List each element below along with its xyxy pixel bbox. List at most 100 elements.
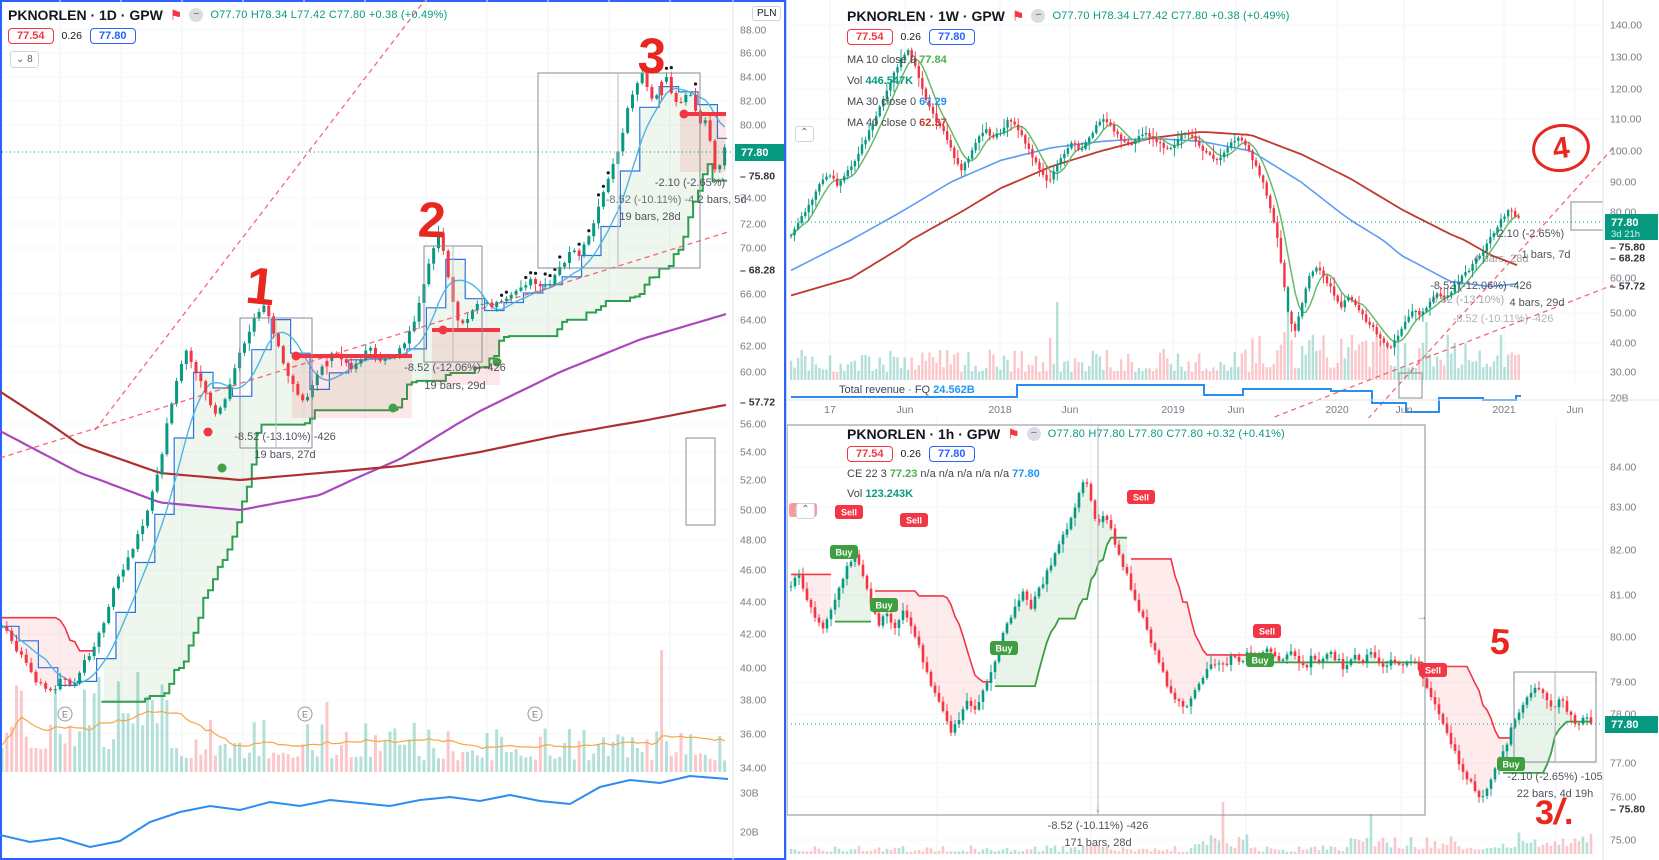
daily-price-chart[interactable]: E E E -8.52 (-13.10%) -426 19 bars, 27d -8.52…	[0, 0, 786, 860]
svg-text:→: →	[1416, 609, 1428, 623]
svg-text:54.00: 54.00	[740, 447, 766, 459]
svg-text:88.00: 88.00	[740, 25, 766, 37]
indicator-row-ma10[interactable]: MA 10 close 0 77.84	[847, 54, 947, 66]
bid-button[interactable]: 77.54	[847, 29, 893, 45]
svg-text:120.00: 120.00	[1610, 84, 1642, 96]
indicator-row-ma30[interactable]: MA 30 close 0 67.29	[847, 96, 947, 108]
ask-button[interactable]: 77.80	[928, 446, 975, 462]
flag-icon[interactable]: ⚑	[1007, 426, 1020, 442]
svg-text:19 bars, 28d: 19 bars, 28d	[619, 211, 680, 223]
svg-text:66.00: 66.00	[740, 289, 766, 301]
svg-text:-8.52 (-12.06%) -426: -8.52 (-12.06%) -426	[404, 362, 506, 374]
svg-text:17: 17	[824, 404, 836, 416]
svg-text:86.00: 86.00	[740, 48, 766, 60]
svg-text:76.00: 76.00	[1610, 792, 1636, 804]
svg-text:75.00: 75.00	[1610, 835, 1636, 847]
ohlc-readout-daily: O77.70 H78.34 L77.42 C77.80 +0.38 (+0.49…	[210, 9, 448, 21]
svg-text:-2.10 (-2.65%): -2.10 (-2.65%)	[655, 177, 725, 189]
symbol-title-weekly[interactable]: PKNORLEN · 1W · GPW	[847, 8, 1005, 24]
svg-text:90.00: 90.00	[1610, 177, 1636, 189]
svg-text:77.80: 77.80	[741, 147, 769, 159]
svg-text:– 75.80: – 75.80	[740, 171, 775, 183]
hand-drawn-annotation-2[interactable]: 2	[417, 191, 447, 249]
chart-panel-hourly[interactable]: ↓ → -8.52 (-10.11%) -426 171 bars, 28d -2.10…	[786, 418, 1659, 860]
svg-text:↓: ↓	[1095, 801, 1101, 815]
svg-text:2018: 2018	[988, 404, 1012, 416]
chart-panel-weekly[interactable]: -2.10 (-2.65%) 1 bars, 7d 4 bars, 28d -8.52…	[786, 0, 1659, 419]
weekly-price-chart[interactable]: -2.10 (-2.65%) 1 bars, 7d 4 bars, 28d -8.52…	[787, 0, 1659, 418]
svg-text:1 bars, 7d: 1 bars, 7d	[1522, 249, 1571, 261]
hand-drawn-annotation-5[interactable]: 5	[1488, 620, 1512, 663]
indicator-row-ce[interactable]: CE 22 3 77.23 n/a n/a n/a n/a n/a 77.80	[847, 468, 1040, 480]
svg-text:– 68.28: – 68.28	[1610, 253, 1645, 265]
bid-button[interactable]: 77.54	[8, 28, 54, 44]
svg-text:E: E	[302, 710, 308, 720]
object-tree-dropdown[interactable]: ⌄ 8	[10, 51, 39, 68]
flag-icon[interactable]: ⚑	[169, 7, 183, 23]
svg-text:38.00: 38.00	[740, 695, 766, 707]
svg-text:4 bars, 28d: 4 bars, 28d	[1473, 253, 1528, 265]
ohlc-readout-hourly: O77.80 H77.80 L77.80 C77.80 +0.32 (+0.41…	[1047, 428, 1285, 440]
chart-panel-daily[interactable]: E E E -8.52 (-13.10%) -426 19 bars, 27d -8.52…	[0, 0, 786, 860]
svg-text:– 68.28: – 68.28	[740, 265, 775, 277]
svg-text:Buy: Buy	[995, 644, 1012, 654]
svg-text:72.00: 72.00	[740, 219, 766, 231]
svg-text:56.00: 56.00	[740, 419, 766, 431]
svg-text:– 75.80: – 75.80	[1610, 804, 1645, 816]
svg-text:50.00: 50.00	[1610, 308, 1636, 320]
svg-text:2019: 2019	[1161, 404, 1185, 416]
hourly-price-chart[interactable]: ↓ → -8.52 (-10.11%) -426 171 bars, 28d -2.10…	[787, 418, 1659, 860]
collapse-legend-button[interactable]: ⌃	[795, 126, 814, 142]
svg-text:Buy: Buy	[875, 601, 892, 611]
svg-text:60.00: 60.00	[1610, 273, 1636, 285]
svg-text:50.00: 50.00	[740, 505, 766, 517]
ask-button[interactable]: 77.80	[89, 28, 136, 44]
ask-button[interactable]: 77.80	[928, 29, 975, 45]
svg-text:77.80: 77.80	[1611, 217, 1639, 229]
spread-value: 0.26	[900, 31, 921, 43]
svg-text:19 bars, 29d: 19 bars, 29d	[424, 380, 485, 392]
hand-drawn-annotation-3[interactable]: 3	[636, 27, 668, 85]
svg-text:30.00: 30.00	[1610, 367, 1636, 379]
symbol-title-daily[interactable]: PKNORLEN · 1D · GPW	[8, 7, 163, 23]
indicator-row-vol[interactable]: Vol 123.243K	[847, 488, 914, 500]
svg-text:140.00: 140.00	[1610, 20, 1642, 32]
bid-button[interactable]: 77.54	[847, 446, 893, 462]
flag-icon[interactable]: ⚑	[1011, 8, 1025, 24]
svg-text:22 bars, 4d 19h: 22 bars, 4d 19h	[1517, 788, 1593, 800]
svg-text:Sell: Sell	[1425, 666, 1441, 676]
collapse-legend-button[interactable]: ⌃	[796, 503, 815, 519]
hide-chart-icon[interactable]: −	[1026, 427, 1041, 441]
symbol-title-hourly[interactable]: PKNORLEN · 1h · GPW	[847, 426, 1001, 442]
svg-text:Jun: Jun	[897, 404, 914, 416]
svg-text:Sell: Sell	[841, 508, 857, 518]
svg-text:80.00: 80.00	[1610, 632, 1636, 644]
hide-chart-icon[interactable]: −	[1031, 9, 1046, 23]
currency-button[interactable]: PLN	[752, 6, 782, 21]
hide-chart-icon[interactable]: −	[189, 8, 204, 22]
svg-text:84.00: 84.00	[740, 72, 766, 84]
chevron-down-icon: ⌄	[16, 54, 25, 65]
svg-text:2 bars, 5d: 2 bars, 5d	[698, 194, 747, 206]
indicator-row-ma40[interactable]: MA 40 close 0 62.37	[847, 117, 947, 129]
svg-text:110.00: 110.00	[1610, 114, 1641, 126]
hand-drawn-annotation-pct[interactable]: 3/.	[1535, 791, 1574, 832]
svg-text:60.00: 60.00	[740, 367, 766, 379]
svg-text:Jun: Jun	[1062, 404, 1079, 416]
svg-text:20B: 20B	[1610, 393, 1629, 405]
svg-text:2020: 2020	[1325, 404, 1349, 416]
svg-text:Jun: Jun	[1396, 404, 1413, 416]
svg-text:Buy: Buy	[835, 548, 852, 558]
svg-text:Jun: Jun	[1567, 404, 1584, 416]
svg-text:84.00: 84.00	[1610, 462, 1636, 474]
hand-drawn-annotation-1[interactable]: 1	[243, 256, 278, 318]
ohlc-readout-weekly: O77.70 H78.34 L77.42 C77.80 +0.38 (+0.49…	[1052, 10, 1290, 22]
svg-text:-2.10 (-2.65%) -105: -2.10 (-2.65%) -105	[1507, 771, 1602, 783]
svg-text:70.00: 70.00	[740, 243, 766, 255]
svg-text:40.00: 40.00	[1610, 338, 1636, 350]
indicator-row-vol[interactable]: Vol 446.547K	[847, 75, 914, 87]
svg-text:Sell: Sell	[906, 516, 922, 526]
svg-text:130.00: 130.00	[1610, 52, 1642, 64]
svg-text:– 75.80: – 75.80	[1610, 242, 1645, 254]
revenue-indicator-label[interactable]: Total revenue · FQ 24.562B	[839, 384, 975, 396]
